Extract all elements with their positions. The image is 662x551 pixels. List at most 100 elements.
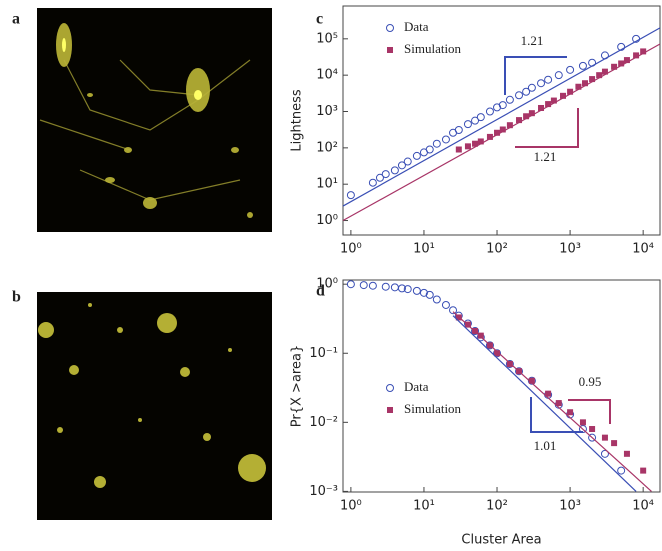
data-point	[494, 129, 501, 136]
data-point	[640, 467, 647, 474]
image-b	[37, 292, 272, 520]
slope-brackets	[504, 56, 611, 433]
panel-label: d	[316, 283, 325, 300]
data-point	[419, 288, 428, 297]
y-tick-label: 10²	[316, 140, 338, 155]
data-point	[454, 125, 463, 134]
legend-label: Data	[404, 379, 429, 394]
x-tick-label: 10⁴	[632, 242, 654, 257]
data-point	[476, 113, 485, 122]
data-point	[523, 113, 530, 120]
y-axis-label: Pr{X >area}	[290, 345, 305, 427]
data-point	[545, 390, 552, 397]
legend-marker	[386, 384, 394, 392]
data-point	[567, 88, 574, 95]
data-point	[403, 157, 412, 166]
x-tick-label: 10¹	[413, 242, 435, 257]
x-tick-label: 10⁴	[632, 499, 654, 514]
fit-line	[452, 315, 637, 492]
data-point	[566, 65, 575, 74]
data-point	[425, 290, 434, 299]
data-point	[589, 76, 596, 83]
data-point	[346, 280, 355, 289]
data-point	[485, 107, 494, 116]
y-tick-label: 10³	[316, 104, 338, 119]
slope-annotation: 1.21	[521, 33, 544, 48]
fit-line	[342, 27, 661, 207]
data-point	[375, 173, 384, 182]
slope-annotation: 0.95	[579, 374, 602, 389]
data-point	[359, 281, 368, 290]
x-tick-label: 10¹	[413, 499, 435, 514]
data-point	[397, 161, 406, 170]
y-tick-label: 10⁵	[316, 31, 338, 46]
data-point	[425, 145, 434, 154]
data-point	[560, 92, 567, 99]
data-point	[494, 350, 501, 357]
data-point	[527, 376, 536, 385]
data-point	[505, 359, 514, 368]
data-point	[578, 425, 587, 434]
data-point	[537, 79, 546, 88]
data-point	[582, 80, 589, 87]
data-point	[432, 295, 441, 304]
plot-frame	[342, 279, 661, 493]
y-axis-label: Lightness	[290, 89, 305, 151]
data-point	[390, 283, 399, 292]
y-tick-label: 10⁴	[316, 68, 338, 83]
data-point	[505, 95, 514, 104]
data-point	[368, 281, 377, 290]
data-point	[633, 52, 640, 59]
data-point	[578, 61, 587, 70]
data-point	[515, 367, 524, 376]
data-point	[600, 449, 609, 458]
legend-label: Simulation	[404, 41, 462, 56]
data-point	[390, 166, 399, 175]
data-point	[485, 341, 494, 350]
data-point	[545, 101, 552, 108]
slope-annotation: 1.21	[534, 149, 557, 164]
data-point	[381, 282, 390, 291]
legend-label: Simulation	[404, 401, 462, 416]
legend-marker	[387, 47, 393, 53]
data-point	[528, 110, 535, 117]
data-point	[441, 300, 450, 309]
panel-label: a	[12, 11, 20, 28]
data-point	[589, 426, 596, 433]
y-tick-label: 10⁰	[316, 213, 338, 228]
data-point	[471, 116, 480, 125]
data-point	[397, 284, 406, 293]
data-point	[412, 286, 421, 295]
y-tick-label: 10⁻²	[309, 415, 338, 430]
data-point	[554, 71, 563, 80]
panel-label: c	[316, 11, 323, 28]
fit-line	[342, 43, 661, 222]
data-point	[498, 101, 507, 110]
slope-annotation: 1.01	[534, 438, 557, 453]
data-point	[477, 332, 484, 339]
data-point	[449, 306, 458, 315]
x-tick-label: 10²	[486, 499, 508, 514]
data-point	[472, 140, 479, 147]
data-point	[579, 419, 586, 426]
legend-marker	[386, 24, 394, 32]
data-point	[346, 191, 355, 200]
data-point	[640, 48, 647, 55]
y-tick-label: 10⁻³	[309, 484, 338, 499]
legend-marker	[387, 407, 393, 413]
fit-line	[452, 311, 652, 492]
data-point	[486, 133, 493, 140]
plot-frame	[342, 5, 661, 236]
x-tick-label: 10⁰	[340, 242, 362, 257]
data-point	[522, 87, 531, 96]
data-point	[618, 60, 625, 67]
data-point	[464, 143, 471, 150]
x-tick-label: 10²	[486, 242, 508, 257]
data-point	[403, 285, 412, 294]
data-point	[412, 151, 421, 160]
data-point	[544, 75, 553, 84]
data-point	[493, 349, 502, 358]
data-point	[527, 83, 536, 92]
data-point	[623, 450, 630, 457]
